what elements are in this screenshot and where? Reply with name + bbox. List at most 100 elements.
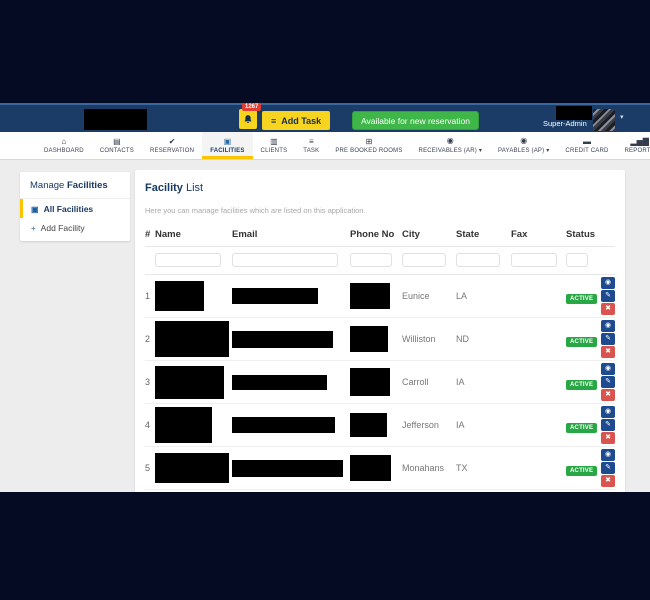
sidebar-item-add-facility[interactable]: + Add Facility <box>31 223 85 233</box>
nav-item-task[interactable]: ≡ TASK <box>303 136 320 154</box>
add-task-button[interactable]: ≡ Add Task <box>262 111 331 130</box>
sidebar-item-all-facilities[interactable]: ▣ All Facilities <box>20 199 130 218</box>
state-cell: ND <box>456 334 469 344</box>
table-header-row: # Name Email Phone No City State Fax Status <box>145 229 615 247</box>
reports-icon: ▂▅▇ <box>630 136 649 146</box>
top-header-bar: 1267 ≡ Add Task Available for new reserv… <box>0 103 650 132</box>
add-task-label: Add Task <box>281 115 322 126</box>
nav-item-reports[interactable]: ▂▅▇REPORTS <box>624 136 650 154</box>
notification-count-badge: 1267 <box>242 103 262 111</box>
page-subtitle: Here you can manage facilities which are… <box>145 206 366 215</box>
row-actions: ◉ ✎ ✖ <box>598 404 615 446</box>
status-badge: ACTIVE <box>566 294 598 304</box>
chevron-down-icon[interactable]: ▾ <box>620 114 624 121</box>
pencil-icon: ✎ <box>605 421 611 428</box>
nav-item-reservation[interactable]: ✔ RESERVATION <box>149 136 195 154</box>
view-button[interactable]: ◉ <box>601 277 615 289</box>
edit-button[interactable]: ✎ <box>601 333 615 345</box>
nav-item-credit-card[interactable]: ▬ CREDIT CARD <box>565 136 609 154</box>
view-button[interactable]: ◉ <box>601 449 615 461</box>
content-area: Manage Facilities ▣ All Facilities + Add Fa… <box>0 160 650 492</box>
availability-button[interactable]: Available for new reservation <box>352 111 479 130</box>
pre-booked-rooms-icon: ⊞ <box>365 136 373 146</box>
email-redacted <box>232 330 333 348</box>
column-header: Email <box>232 229 258 240</box>
nav-item-facilities[interactable]: ▣ FACILITIES <box>202 132 253 159</box>
row-actions: ◉ ✎ ✖ <box>598 318 615 360</box>
status-badge: ACTIVE <box>566 337 598 347</box>
state-cell: IA <box>456 377 465 387</box>
delete-button[interactable]: ✖ <box>601 432 615 444</box>
row-number: 5 <box>145 463 151 473</box>
nav-item-receivables-ar[interactable]: ◉ RECEIVABLES (AR) ▾ <box>418 136 483 154</box>
table-filter-row <box>145 247 615 275</box>
eye-icon: ◉ <box>604 365 612 372</box>
receivables-ar-icon: ◉ <box>446 136 454 145</box>
facilities-icon: ▣ <box>223 136 232 146</box>
edit-button[interactable]: ✎ <box>601 462 615 474</box>
state-cell: TX <box>456 463 468 473</box>
edit-button[interactable]: ✎ <box>601 290 615 302</box>
city-cell: Jefferson <box>402 420 439 430</box>
status-badge: ACTIVE <box>566 466 598 476</box>
clients-icon: ▥ <box>270 136 278 146</box>
row-actions: ◉ ✎ ✖ <box>598 361 615 403</box>
filter-city-input[interactable] <box>402 253 446 267</box>
nav-item-contacts[interactable]: ▤ CONTACTS <box>99 136 134 154</box>
credit-card-icon: ▬ <box>582 136 591 146</box>
edit-button[interactable]: ✎ <box>601 419 615 431</box>
view-button[interactable]: ◉ <box>601 320 615 332</box>
row-number: 3 <box>145 377 151 387</box>
eye-icon: ◉ <box>604 408 612 415</box>
phone-redacted <box>350 283 390 309</box>
delete-button[interactable]: ✖ <box>601 389 615 401</box>
filter-name-input[interactable] <box>155 253 221 267</box>
column-header: # <box>145 229 151 240</box>
delete-button[interactable]: ✖ <box>601 346 615 358</box>
name-redacted <box>155 281 204 311</box>
row-number: 4 <box>145 420 151 430</box>
phone-redacted <box>350 326 388 352</box>
nav-item-clients[interactable]: ▥ CLIENTS <box>260 136 288 154</box>
edit-button[interactable]: ✎ <box>601 376 615 388</box>
nav-item-dashboard[interactable]: ⌂ DASHBOARD <box>44 136 84 154</box>
table-row: 2 Williston ND ACTIVE ◉ ✎ ✖ <box>145 318 615 361</box>
contacts-icon: ▤ <box>113 136 121 146</box>
city-cell: Carroll <box>402 377 429 387</box>
name-redacted <box>155 407 212 443</box>
row-actions: ◉ ✎ ✖ <box>598 275 615 317</box>
column-header: City <box>402 229 420 240</box>
nav-item-pre-booked-rooms[interactable]: ⊞ PRE BOOKED ROOMS <box>335 136 403 154</box>
filter-fax-input[interactable] <box>511 253 557 267</box>
all-facilities-icon: ▣ <box>31 204 39 214</box>
x-icon: ✖ <box>605 434 611 441</box>
filter-status-input[interactable] <box>566 253 588 267</box>
delete-button[interactable]: ✖ <box>601 303 615 315</box>
eye-icon: ◉ <box>604 279 612 286</box>
filter-phone-input[interactable] <box>350 253 392 267</box>
pencil-icon: ✎ <box>605 378 611 385</box>
nav-item-payables-ap[interactable]: ◉ PAYABLES (AP) ▾ <box>498 136 550 154</box>
filter-email-input[interactable] <box>232 253 338 267</box>
payables-ap-icon: ◉ <box>520 136 528 145</box>
notifications-button[interactable]: 1267 <box>239 103 262 131</box>
table-row: 4 Jefferson IA ACTIVE ◉ ✎ ✖ <box>145 404 615 447</box>
bell-icon <box>239 109 257 129</box>
page-title: Facility List <box>145 182 204 194</box>
status-badge: ACTIVE <box>566 423 598 433</box>
view-button[interactable]: ◉ <box>601 363 615 375</box>
row-actions: ◉ ✎ ✖ <box>598 447 615 489</box>
view-button[interactable]: ◉ <box>601 406 615 418</box>
email-redacted <box>232 374 327 390</box>
pencil-icon: ✎ <box>605 292 611 299</box>
name-redacted <box>155 453 229 483</box>
delete-button[interactable]: ✖ <box>601 475 615 487</box>
filter-state-input[interactable] <box>456 253 500 267</box>
user-avatar[interactable] <box>593 109 615 131</box>
email-redacted <box>232 288 318 304</box>
dashboard-icon: ⌂ <box>61 136 67 146</box>
table-row: 1 Eunice LA ACTIVE ◉ ✎ ✖ <box>145 275 615 318</box>
sidebar-title: Manage Facilities <box>20 172 130 199</box>
email-redacted <box>232 459 343 477</box>
